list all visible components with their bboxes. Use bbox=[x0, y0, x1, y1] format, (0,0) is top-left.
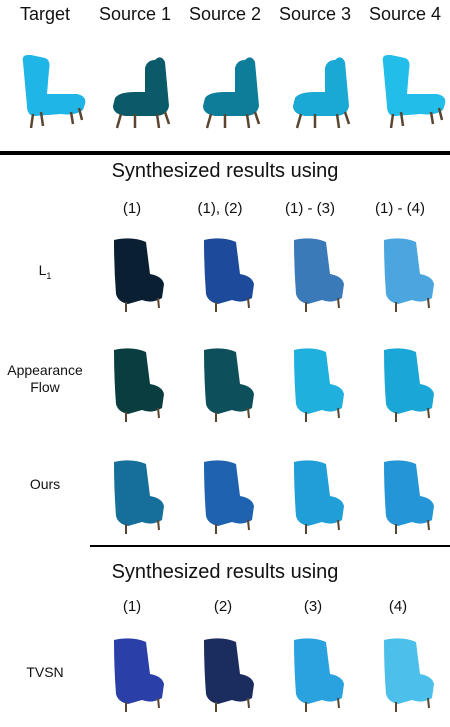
l1-result-2 bbox=[182, 228, 272, 318]
appearance-flow-result-4 bbox=[362, 338, 450, 428]
row-label-l1-main: L bbox=[38, 262, 47, 278]
header-source-1: Source 1 bbox=[98, 4, 172, 24]
section1-col-2: (1), (2) bbox=[197, 200, 243, 217]
section2-col-1: (1) bbox=[122, 598, 142, 615]
row-label-ours: Ours bbox=[29, 476, 61, 492]
l1-result-4 bbox=[362, 228, 450, 318]
appearance-flow-result-3 bbox=[272, 338, 362, 428]
header-target: Target bbox=[19, 4, 71, 24]
row-label-appearance-flow: Appearance Flow bbox=[0, 362, 90, 396]
source-2-chair-image bbox=[185, 44, 275, 134]
row-label-l1-sub: 1 bbox=[46, 270, 52, 281]
ours-result-2 bbox=[182, 450, 272, 540]
row-label-flow: Flow bbox=[30, 379, 60, 395]
section2-col-3: (3) bbox=[303, 598, 323, 615]
appearance-flow-result-1 bbox=[92, 338, 182, 428]
section1-col-1: (1) bbox=[122, 200, 142, 217]
tvsn-result-4 bbox=[362, 628, 450, 718]
section2-col-2: (2) bbox=[213, 598, 233, 615]
section-divider-thick bbox=[0, 151, 450, 155]
header-source-3: Source 3 bbox=[278, 4, 352, 24]
row-label-tvsn: TVSN bbox=[26, 664, 64, 680]
section1-col-3: (1) - (3) bbox=[285, 200, 335, 217]
target-chair-image bbox=[5, 44, 95, 134]
l1-result-1 bbox=[92, 228, 182, 318]
ours-result-3 bbox=[272, 450, 362, 540]
source-1-chair-image bbox=[95, 44, 185, 134]
ours-result-4 bbox=[362, 450, 450, 540]
section-divider-thin bbox=[90, 545, 450, 547]
row-label-l1: L1 bbox=[0, 262, 90, 285]
l1-result-3 bbox=[272, 228, 362, 318]
section2-col-4: (4) bbox=[388, 598, 408, 615]
source-4-chair-image bbox=[365, 44, 450, 134]
tvsn-result-3 bbox=[272, 628, 362, 718]
appearance-flow-result-2 bbox=[182, 338, 272, 428]
section2-title: Synthesized results using bbox=[111, 561, 339, 583]
header-source-4: Source 4 bbox=[368, 4, 442, 24]
ours-result-1 bbox=[92, 450, 182, 540]
section1-col-4: (1) - (4) bbox=[375, 200, 425, 217]
tvsn-result-2 bbox=[182, 628, 272, 718]
tvsn-result-1 bbox=[92, 628, 182, 718]
source-3-chair-image bbox=[275, 44, 365, 134]
section1-title: Synthesized results using bbox=[111, 160, 339, 182]
header-source-2: Source 2 bbox=[188, 4, 262, 24]
row-label-appearance: Appearance bbox=[7, 362, 83, 378]
